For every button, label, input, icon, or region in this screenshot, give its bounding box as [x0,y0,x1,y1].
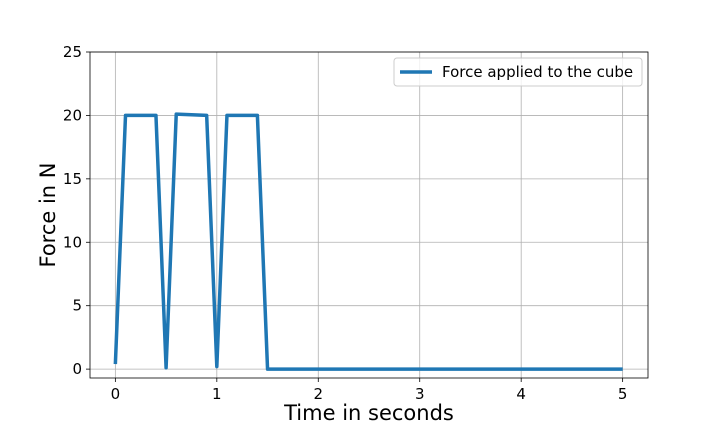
y-tick-label: 5 [72,297,82,315]
y-tick-label: 0 [72,360,82,378]
x-tick-label: 5 [618,385,628,403]
y-axis-title: Force in N [36,162,60,267]
y-tick-label: 15 [63,170,82,188]
plot-frame [89,51,649,379]
x-tick-label: 1 [212,385,222,403]
y-tick-label: 25 [63,43,82,61]
x-tick-label: 2 [313,385,323,403]
legend-label: Force applied to the cube [442,63,633,81]
legend-box [393,57,643,87]
y-tick-label: 20 [63,106,82,124]
legend: Force applied to the cube [393,57,643,87]
x-tick-label: 0 [111,385,121,403]
series-layer [113,112,623,371]
ticks: 0 1 2 3 4 5 0 5 10 15 20 25 [63,43,628,403]
y-tick-label: 10 [63,233,82,251]
series-line [113,112,623,371]
x-tick-label: 3 [415,385,425,403]
x-axis-title: Time in seconds [283,401,454,425]
x-tick-label: 4 [516,385,526,403]
